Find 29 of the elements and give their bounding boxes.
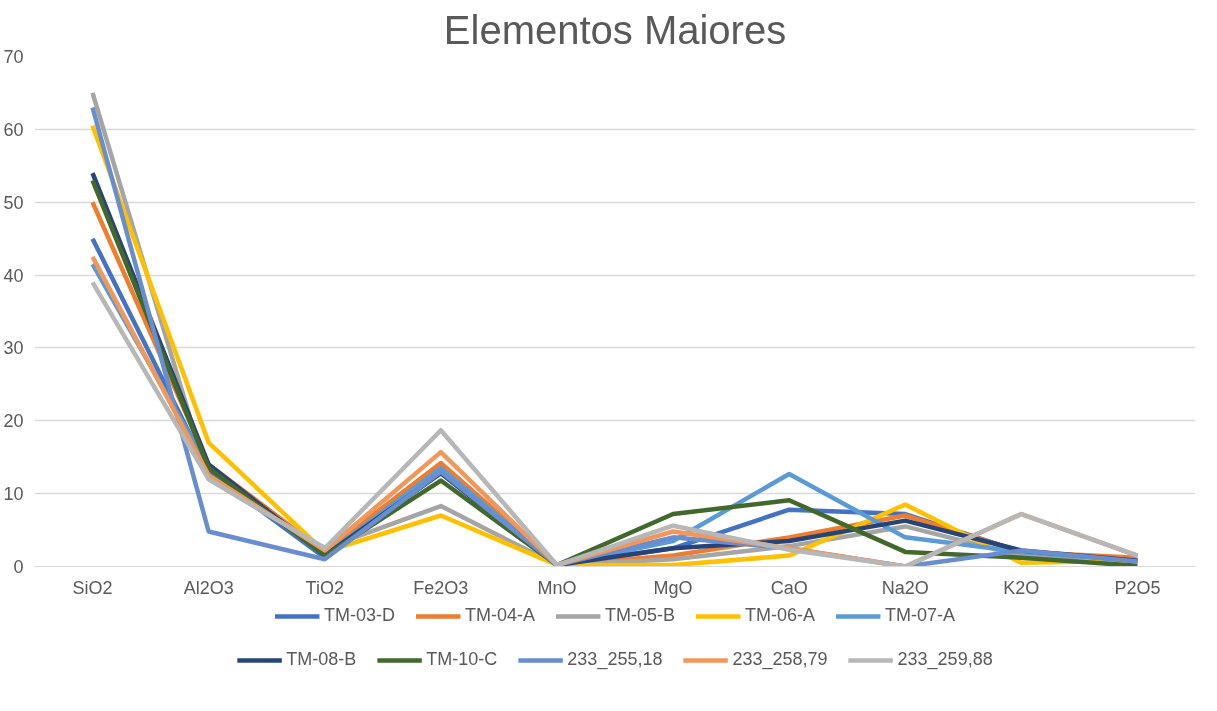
y-tick-label: 20 [3,411,24,432]
x-tick-label: Fe2O3 [413,577,469,598]
y-tick-label: 0 [13,557,24,577]
legend-label: TM-04-A [464,605,535,626]
x-tick-label: MgO [653,577,693,598]
y-tick-label: 70 [3,47,24,67]
chart-title: Elementos Maiores [443,7,787,52]
x-tick-label: Na2O [881,577,929,598]
legend-label: 233_258,79 [732,649,828,670]
y-tick-label: 60 [3,119,24,140]
legend-label: 233_259,88 [897,649,993,670]
legend-label: TM-10-C [426,649,498,670]
y-tick-label: 10 [3,484,24,505]
y-tick-label: 50 [3,192,24,213]
x-tick-label: Al2O3 [183,577,234,598]
x-tick-label: P2O5 [1114,577,1161,598]
legend-label: TM-03-D [323,605,395,626]
legend-label: TM-06-A [745,605,816,626]
x-tick-label: TiO2 [305,577,344,598]
legend-label: TM-08-B [286,649,357,670]
legend-label: TM-07-A [885,605,956,626]
y-tick-label: 40 [3,265,24,286]
x-tick-label: MnO [537,577,577,598]
y-tick-label: 30 [3,338,24,359]
x-tick-label: SiO2 [72,577,113,598]
x-tick-label: K2O [1003,577,1040,598]
legend-label: TM-05-B [604,605,675,626]
legend-label: 233_255,18 [567,649,663,670]
x-tick-label: CaO [770,577,808,598]
